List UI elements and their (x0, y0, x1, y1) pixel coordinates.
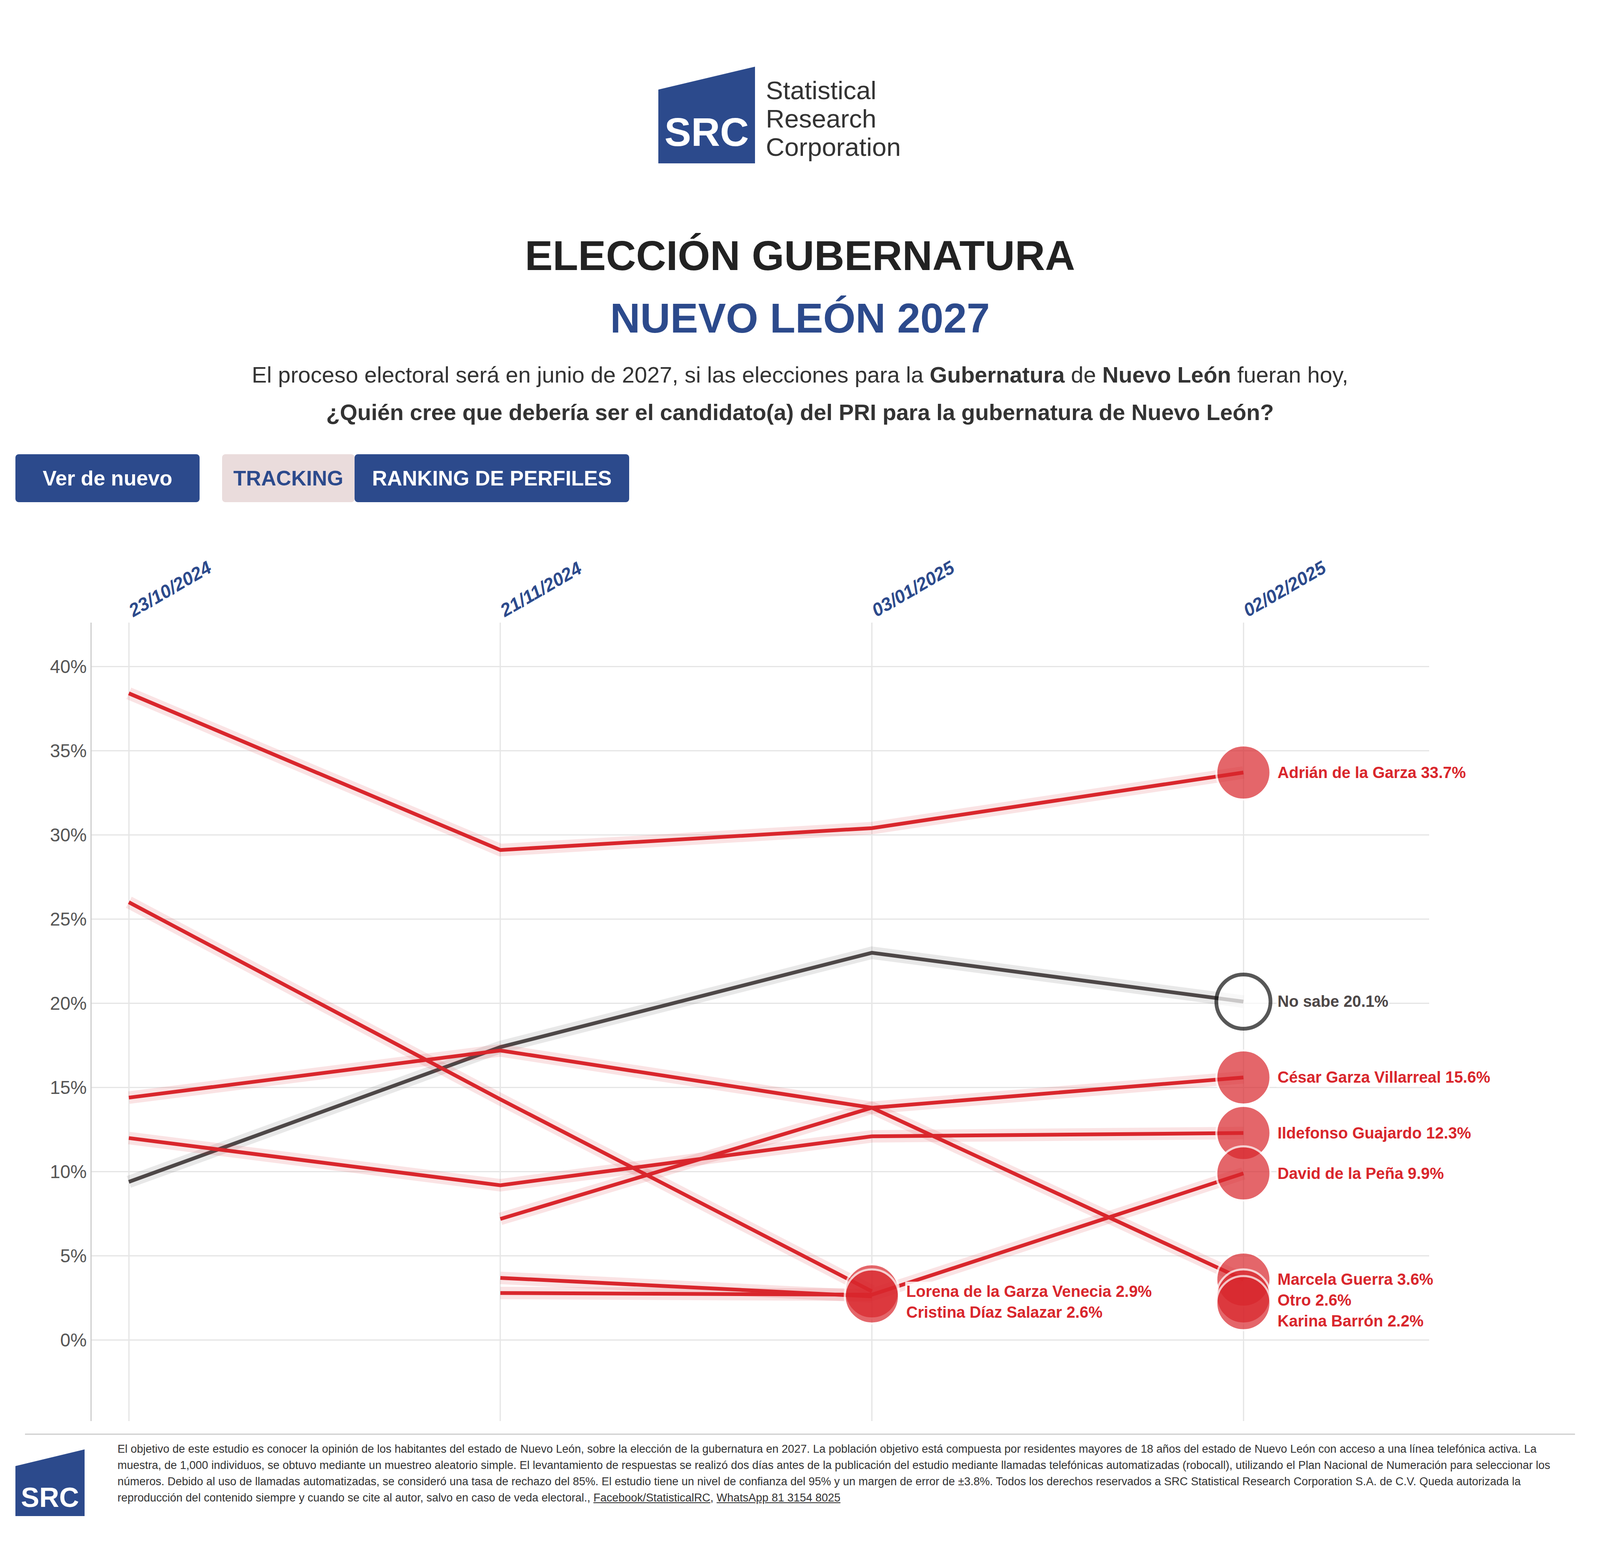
svg-text:23/10/2024: 23/10/2024 (124, 557, 215, 621)
svg-text:Adrián de la Garza 33.7%: Adrián de la Garza 33.7% (1277, 763, 1466, 782)
svg-text:21/11/2024: 21/11/2024 (496, 557, 585, 621)
svg-text:5%: 5% (60, 1245, 88, 1266)
svg-text:No sabe 20.1%: No sabe 20.1% (1277, 992, 1389, 1010)
svg-text:0%: 0% (60, 1329, 88, 1350)
svg-text:ELECCIÓN GUBERNATURA: ELECCIÓN GUBERNATURA (525, 232, 1075, 279)
svg-text:Cristina Díaz Salazar 2.6%: Cristina Díaz Salazar 2.6% (906, 1303, 1103, 1321)
svg-text:Corporation: Corporation (765, 132, 901, 162)
svg-text:César Garza Villarreal 15.6%: César Garza Villarreal 15.6% (1277, 1068, 1491, 1086)
svg-text:Ildefonso Guajardo 12.3%: Ildefonso Guajardo 12.3% (1277, 1124, 1472, 1142)
svg-text:15%: 15% (50, 1077, 87, 1098)
svg-text:10%: 10% (50, 1161, 87, 1182)
svg-text:02/02/2025: 02/02/2025 (1239, 556, 1330, 621)
svg-text:30%: 30% (50, 824, 87, 845)
svg-text:SRC: SRC (20, 1481, 79, 1513)
svg-text:Otro 2.6%: Otro 2.6% (1277, 1291, 1352, 1309)
svg-text:40%: 40% (50, 656, 87, 677)
svg-text:03/01/2025: 03/01/2025 (868, 556, 959, 621)
svg-text:35%: 35% (50, 740, 87, 761)
svg-text:SRC: SRC (664, 109, 750, 155)
svg-text:El proceso electoral será en j: El proceso electoral será en junio de 20… (251, 362, 1348, 388)
svg-text:David de la Peña 9.9%: David de la Peña 9.9% (1277, 1164, 1444, 1183)
svg-text:Research: Research (765, 104, 877, 133)
svg-text:¿Quién cree que debería ser el: ¿Quién cree que debería ser el candidato… (326, 399, 1275, 425)
svg-text:Ver de nuevo: Ver de nuevo (42, 466, 173, 490)
svg-text:Lorena de la Garza Venecia 2.9: Lorena de la Garza Venecia 2.9% (906, 1282, 1152, 1300)
svg-text:25%: 25% (50, 908, 87, 930)
svg-text:NUEVO LEÓN 2027: NUEVO LEÓN 2027 (610, 294, 990, 342)
svg-text:TRACKING: TRACKING (233, 466, 344, 490)
svg-text:RANKING DE PERFILES: RANKING DE PERFILES (372, 466, 612, 490)
svg-text:Statistical: Statistical (765, 75, 877, 105)
svg-text:Marcela Guerra 3.6%: Marcela Guerra 3.6% (1277, 1270, 1434, 1288)
html-text:El objetivo de este estudio es: El objetivo de este estudio es conocer l… (117, 1442, 1551, 1504)
svg-text:Karina Barrón 2.2%: Karina Barrón 2.2% (1277, 1312, 1424, 1330)
svg-text:20%: 20% (50, 992, 87, 1014)
